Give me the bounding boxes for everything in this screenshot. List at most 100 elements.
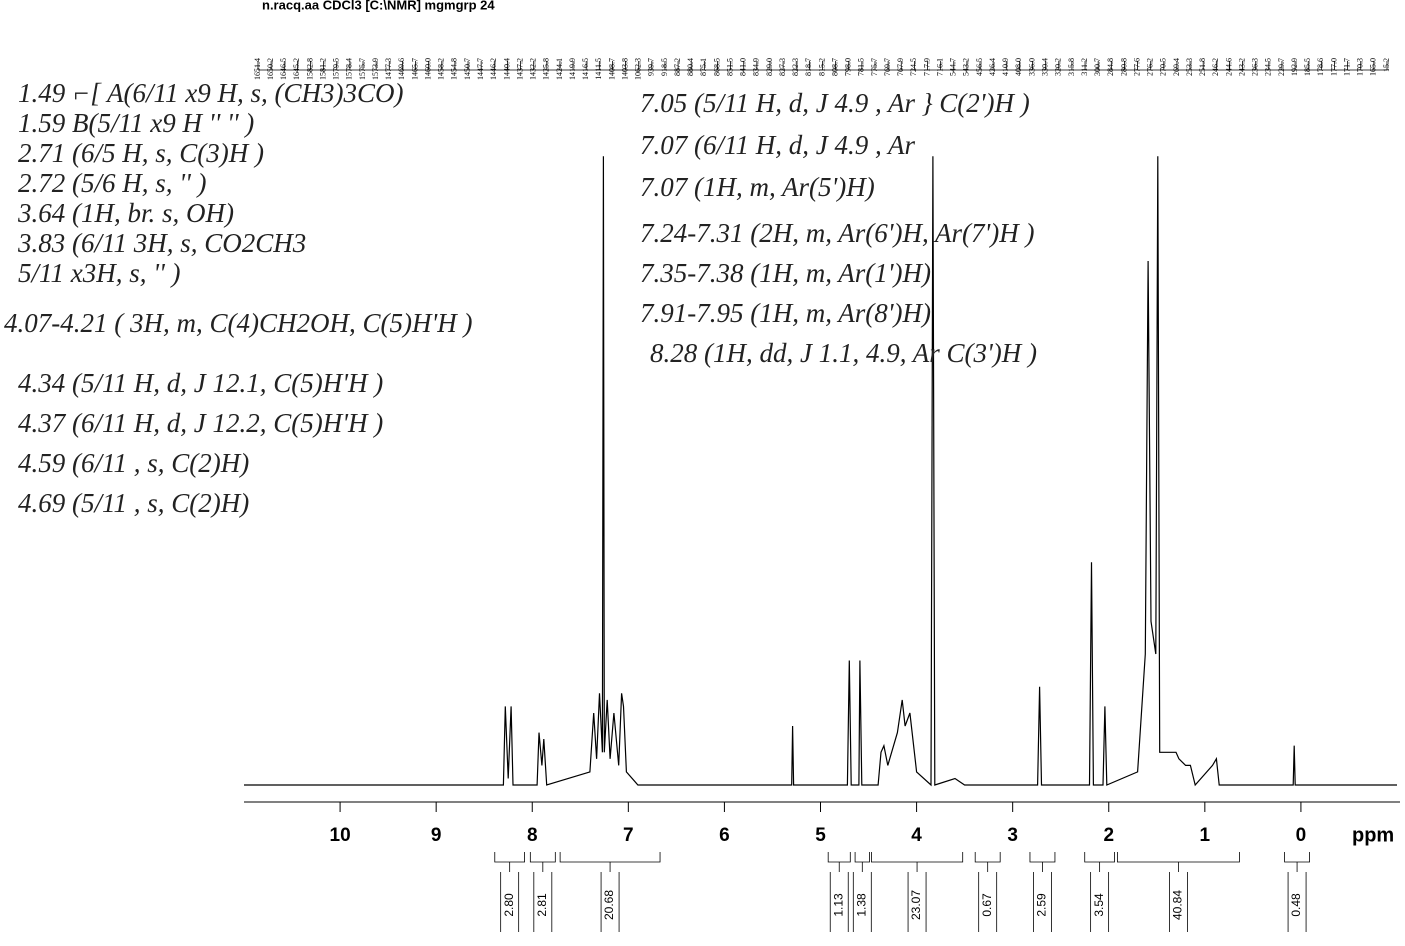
x-tick-label: 7 (623, 825, 634, 846)
peak-label: 185.5 (1303, 58, 1312, 76)
peak-label: 270.5 (1159, 58, 1168, 76)
integral-label: 2.81 (535, 893, 549, 917)
integral-label: 2.59 (1035, 893, 1049, 917)
integral-bracket (854, 852, 870, 863)
annotation: 3.64 (1H, br. s, OH) (18, 198, 234, 228)
peak-label: 236.3 (1251, 58, 1260, 76)
x-axis-label: ppm (1352, 824, 1394, 846)
peak-label: 918.5 (660, 58, 669, 76)
annotation: 4.59 (6/11 , s, C(2)H) (18, 448, 250, 478)
peak-label: 1651.4 (253, 58, 262, 80)
annotation: 4.07-4.21 ( 3H, m, C(4)CH2OH, C(5)H'H ) (4, 308, 473, 338)
peak-label: 170.3 (1356, 58, 1365, 76)
integral-bracket (974, 852, 1001, 863)
chart-title: n.racq.aa CDCl3 [C:\NMR] mgmgrp 24 (262, 0, 495, 12)
integral-label: 0.48 (1289, 893, 1303, 917)
peak-label: 330.4 (1041, 58, 1050, 76)
integral-bracket (529, 852, 556, 863)
peak-label: 1454.8 (450, 58, 459, 80)
integral-bracket (827, 852, 851, 863)
peak-label: 311.2 (1080, 58, 1089, 76)
peak-label: 336.0 (1027, 58, 1036, 76)
annotation: 2.71 (6/5 H, s, C(3)H ) (18, 138, 264, 168)
x-tick-label: 6 (719, 825, 730, 846)
peak-label: 827.3 (778, 58, 787, 76)
peak-label: 277.6 (1132, 58, 1141, 76)
peak-label: 717.9 (922, 58, 931, 76)
peak-label: 1447.7 (476, 58, 485, 80)
x-tick-label: 10 (330, 825, 351, 846)
peak-label: 1424.1 (555, 58, 564, 80)
peak-label: 834.9 (752, 58, 761, 76)
peak-label: 192.9 (1290, 58, 1299, 76)
integral-bracket (1116, 852, 1240, 863)
peak-label: 1645.2 (292, 58, 301, 80)
peak-label: 1581.2 (318, 58, 327, 80)
peak-label: 880.4 (686, 58, 695, 76)
peak-label: 234.5 (1264, 58, 1273, 76)
x-tick-label: 8 (527, 825, 538, 846)
peak-label: 408.0 (1014, 58, 1023, 76)
integral-label: 1.38 (854, 893, 868, 917)
peak-label: 177.0 (1329, 58, 1338, 76)
annotation: 7.07 (6/11 H, d, J 4.9 , Ar (640, 130, 915, 160)
peak-label: 1646.5 (279, 58, 288, 80)
integral-label: 2.80 (502, 893, 516, 917)
annotation: 7.07 (1H, m, Ar(5')H) (640, 172, 875, 202)
peak-label: 1440.4 (502, 58, 511, 80)
peak-label: 1408.7 (607, 58, 616, 80)
annotation: 7.91-7.95 (1H, m, Ar(8')H) (640, 298, 931, 328)
integral-bracket (1029, 852, 1056, 863)
annotation: 1.59 B(5/11 x9 H '' '' ) (18, 108, 255, 138)
integral-label: 0.67 (980, 893, 994, 917)
peak-label: 315.8 (1067, 58, 1076, 76)
peak-label: 1578.4 (345, 58, 354, 80)
peak-label: 178.6 (1316, 58, 1325, 76)
peak-label: 244.6 (1224, 58, 1233, 76)
peak-label: 1465.7 (410, 58, 419, 80)
integral-label: 23.07 (909, 890, 923, 920)
peak-label: 724.5 (909, 58, 918, 76)
annotation: 3.83 (6/11 3H, s, CO2CH3 (18, 228, 307, 258)
peak-label: 410.9 (1001, 58, 1010, 76)
peak-label: 716.1 (935, 58, 944, 76)
annotation: 8.28 (1H, dd, J 1.1, 4.9, Ar C(3')H ) (650, 338, 1037, 368)
peak-label: 798.0 (844, 58, 853, 76)
peak-label: 246.2 (1211, 58, 1220, 76)
peak-label: 875.1 (699, 58, 708, 76)
integral-bracket (559, 852, 661, 863)
annotation: 1.49 ⌐[ A(6/11 x9 H, s, (CH3)3CO) (18, 78, 404, 108)
peak-label: 767.9 (896, 58, 905, 76)
peak-label: 1575.7 (358, 58, 367, 80)
integral-bracket (1284, 852, 1310, 863)
peak-label: 426.4 (988, 58, 997, 76)
x-tick-label: 2 (1103, 825, 1114, 846)
peak-label: 229.7 (1277, 58, 1286, 76)
annotation: 4.34 (5/11 H, d, J 12.1, C(5)H'H ) (18, 368, 384, 398)
peak-label: 269.4 (1172, 58, 1181, 76)
x-tick-label: 9 (431, 825, 442, 846)
spectrum-line (244, 156, 1397, 787)
annotation: 4.37 (6/11 H, d, J 12.2, C(5)H'H ) (18, 408, 384, 438)
integral-label: 40.84 (1171, 890, 1185, 920)
peak-label: 808.7 (830, 58, 839, 76)
peak-label: 320.2 (1054, 58, 1063, 76)
peak-label: 165.0 (1369, 58, 1378, 76)
peak-label: 769.7 (883, 58, 892, 76)
peak-label: 1432.2 (529, 58, 538, 80)
annotation: 7.24-7.31 (2H, m, Ar(6')H, Ar(7')H ) (640, 218, 1035, 248)
peak-label: 1477.3 (384, 58, 393, 80)
peak-label: 544.7 (949, 58, 958, 76)
peak-label: 171.7 (1342, 58, 1351, 76)
peak-label: 456.5 (975, 58, 984, 76)
x-tick-label: 5 (815, 825, 826, 846)
peak-label: 781.5 (857, 58, 866, 76)
integral-bracket (1084, 852, 1115, 863)
peak-label: 1425.8 (542, 58, 551, 80)
peak-label: 868.5 (712, 58, 721, 76)
peak-label: 1650.2 (266, 58, 275, 80)
peak-label: 851.5 (725, 58, 734, 76)
peak-label: 243.2 (1237, 58, 1246, 76)
